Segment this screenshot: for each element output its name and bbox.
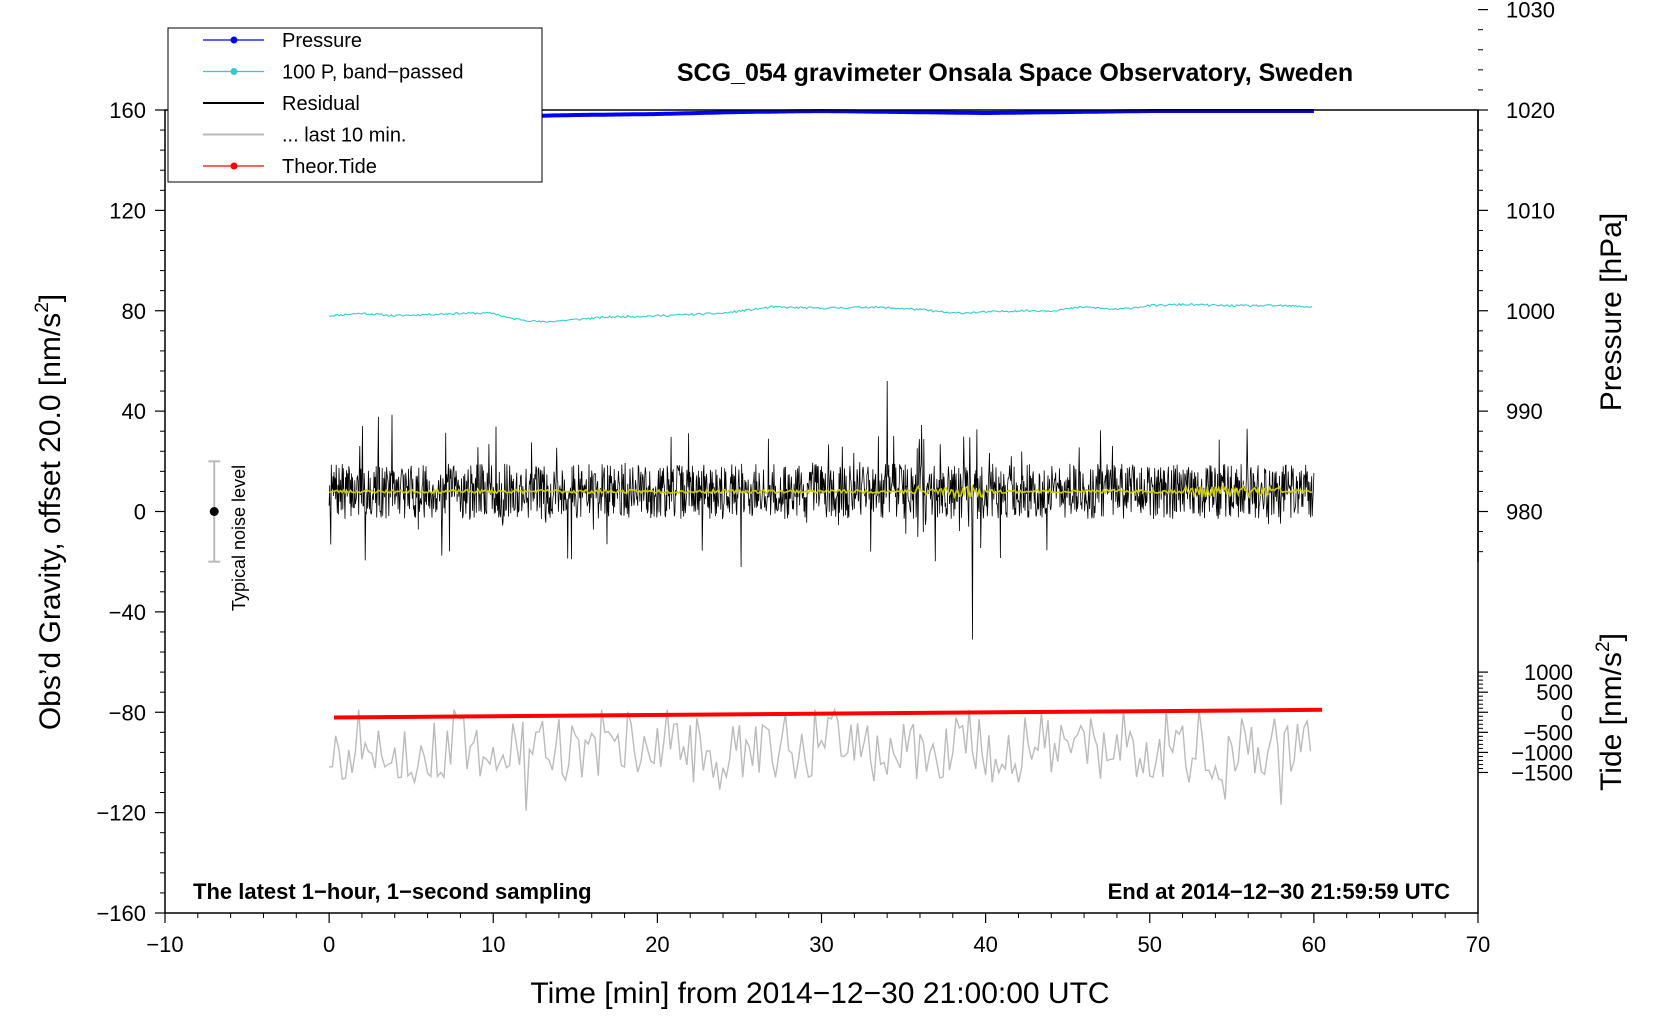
y-axis-title-sup: 2 <box>32 302 53 313</box>
y-tick-label: −120 <box>96 801 146 826</box>
band-passed-trace <box>329 302 1313 323</box>
y-tick-label: 160 <box>109 98 146 123</box>
legend-label: Residual <box>282 93 360 115</box>
y-axis-title-end: ] <box>34 294 67 302</box>
theor-tide-trace <box>333 707 1323 720</box>
legend-marker <box>230 68 238 75</box>
x-tick-label: 30 <box>809 932 833 957</box>
pressure-tick-label: 1030 <box>1506 0 1555 23</box>
chart-title: SCG_054 gravimeter Onsala Space Observat… <box>677 59 1353 87</box>
y-tick-label: 120 <box>109 198 146 223</box>
tide-tick-label: −1500 <box>1511 760 1573 785</box>
noise-level-label: Typical noise level <box>229 465 249 611</box>
y-tick-label: 0 <box>134 500 146 525</box>
tide-axis-title-text: Tide [nm/s <box>1595 652 1628 791</box>
pressure-tick-label: 980 <box>1506 500 1543 525</box>
y-tick-label: −80 <box>109 700 146 725</box>
tide-axis-title-end: ] <box>1595 633 1628 641</box>
x-axis: −10 0 10 20 30 40 50 60 70 <box>146 913 1490 957</box>
noise-center-dot <box>209 507 219 516</box>
x-tick-label: 20 <box>645 932 669 957</box>
note-end-time: End at 2014−12−30 21:59:59 UTC <box>1108 879 1451 904</box>
pressure-tick-label: 990 <box>1506 399 1543 424</box>
x-tick-label: 0 <box>323 932 335 957</box>
y-tick-label: −160 <box>96 901 146 926</box>
tide-tick-label: 500 <box>1536 680 1573 705</box>
legend-label: Theor.Tide <box>282 156 377 178</box>
x-tick-label: −10 <box>146 932 183 957</box>
last-10-min-trace <box>329 707 1312 811</box>
pressure-tick-label: 1000 <box>1506 299 1555 324</box>
x-tick-label: 40 <box>973 932 997 957</box>
tide-tick-label: 1000 <box>1524 660 1573 685</box>
legend-marker <box>230 162 238 170</box>
tide-tick-label: 0 <box>1561 700 1573 725</box>
tide-tick-label: −1000 <box>1511 740 1573 765</box>
x-axis-title: Time [min] from 2014−12−30 21:00:00 UTC <box>530 977 1109 1010</box>
x-tick-label: 60 <box>1302 932 1326 957</box>
legend-box <box>167 27 543 183</box>
pressure-axis-title: Pressure [hPa] <box>1595 213 1628 411</box>
noise-level-indicator <box>208 460 221 563</box>
residual-trace <box>328 380 1315 640</box>
y-tick-label: 40 <box>122 399 146 424</box>
tide-axis-title: Tide [nm/s2] <box>1593 633 1628 791</box>
legend-label: Pressure <box>282 30 362 52</box>
x-tick-label: 70 <box>1466 932 1490 957</box>
residual-smoothed-trace <box>328 483 1313 500</box>
legend-label: 100 P, band−passed <box>282 62 463 84</box>
tide-axis-title-sup: 2 <box>1593 641 1614 652</box>
pressure-tick-label: 1020 <box>1506 98 1555 123</box>
pressure-axis: 980 990 1000 1010 1020 1030 <box>1477 0 1555 562</box>
x-tick-label: 50 <box>1138 932 1162 957</box>
note-sampling: The latest 1−hour, 1−second sampling <box>193 879 592 904</box>
pressure-tick-label: 1010 <box>1506 198 1555 223</box>
y-tick-label: 80 <box>122 299 146 324</box>
y-axis-title-text: Obs’d Gravity, offset 20.0 [nm/s <box>34 313 67 730</box>
legend-label: ... last 10 min. <box>282 125 407 147</box>
x-tick-label: 10 <box>481 932 505 957</box>
y-axis-title: Obs’d Gravity, offset 20.0 [nm/s2] <box>32 294 67 730</box>
y-axis: −160 −120 −80 −40 0 40 80 120 160 <box>96 98 165 926</box>
legend: Pressure 100 P, band−passed Residual ... la… <box>167 27 543 183</box>
legend-marker <box>230 36 238 44</box>
y-tick-label: −40 <box>109 600 146 625</box>
tide-tick-label: −500 <box>1523 720 1573 745</box>
